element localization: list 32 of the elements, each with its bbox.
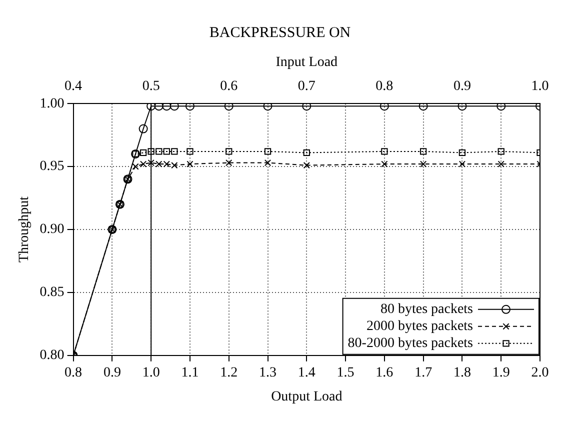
x2-axis-title: Input Load [276,55,338,70]
x-tick-label: 1.2 [220,365,238,380]
x2-tick-label: 1.0 [531,78,549,94]
y-tick-label: 1.00 [40,96,64,112]
legend-label: 2000 bytes packets [366,319,473,334]
chart-title: BACKPRESSURE ON [209,24,351,41]
x-tick-label: 1.3 [259,365,277,380]
x-tick-label: 1.8 [453,365,471,380]
legend-label: 80-2000 bytes packets [348,336,473,352]
x2-tick-label: 0.5 [142,78,160,94]
x-tick-label: 1.0 [142,365,160,380]
x-tick-label: 2.0 [531,365,549,380]
x-tick-label: 0.8 [64,365,82,380]
x-tick-label: 1.7 [414,365,432,380]
y-tick-label: 0.95 [40,159,64,174]
x-tick-label: 1.1 [181,365,199,380]
x-tick-label: 1.9 [492,365,510,380]
y-axis-title: Throughput [17,196,32,263]
x2-tick-label: 0.8 [376,78,394,94]
y-tick-label: 0.85 [40,285,64,300]
x-axis-title: Output Load [271,389,342,404]
y-tick-label: 0.90 [40,222,64,238]
x-tick-label: 0.9 [103,365,121,380]
x-tick-label: 1.6 [376,365,394,380]
legend-label: 80 bytes packets [380,302,473,318]
x-tick-label: 1.5 [336,365,354,380]
y-tick-label: 0.80 [40,348,64,364]
x2-tick-label: 0.4 [64,78,82,94]
x2-tick-label: 0.7 [298,78,316,94]
x2-tick-label: 0.6 [220,78,238,94]
x2-tick-label: 0.9 [453,78,471,94]
x-tick-label: 1.4 [298,365,316,380]
